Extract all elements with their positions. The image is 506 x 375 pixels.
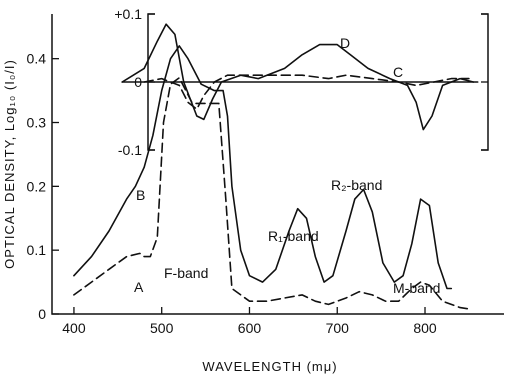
y-tick-label: 0.2 bbox=[27, 178, 47, 194]
x-tick-label: 800 bbox=[413, 320, 437, 336]
y-tick-label: 0 bbox=[38, 306, 46, 322]
x-tick-label: 600 bbox=[238, 320, 262, 336]
main-series bbox=[73, 45, 470, 310]
inset-y-tick-label: +0.1 bbox=[114, 6, 142, 22]
inset-series-line-c bbox=[143, 74, 470, 110]
x-tick-label: 400 bbox=[62, 320, 86, 336]
annotation-r1-band: R₁-band bbox=[268, 228, 319, 244]
inset-plot: +0.10-0.1 D C bbox=[114, 6, 489, 158]
main-chart: 400 500 600 700 800 0 0.1 0.2 0.3 0.4 B A F-band… bbox=[2, 14, 504, 374]
annotation-m-band: M-band bbox=[393, 280, 440, 296]
annotation-r2-band: R₂-band bbox=[331, 177, 382, 193]
inset-y-tick-label: -0.1 bbox=[118, 142, 142, 158]
annotation-a: A bbox=[134, 279, 144, 295]
x-axis-label: WAVELENGTH (mμ) bbox=[202, 359, 337, 374]
series-line-a bbox=[73, 77, 470, 310]
y-ticks: 0 0.1 0.2 0.3 0.4 bbox=[27, 51, 59, 322]
y-tick-label: 0.3 bbox=[27, 115, 47, 131]
inset-series-line-d bbox=[121, 23, 475, 131]
x-tick-label: 700 bbox=[326, 320, 350, 336]
annotation-d: D bbox=[340, 35, 350, 51]
y-axis-label: OPTICAL DENSITY, Log₁₀ (I₀/I) bbox=[2, 59, 17, 269]
y-tick-label: 0.1 bbox=[27, 242, 47, 258]
annotation-b: B bbox=[136, 187, 145, 203]
series-line-b bbox=[73, 45, 453, 290]
x-ticks: 400 500 600 700 800 bbox=[62, 307, 437, 336]
annotation-f-band: F-band bbox=[164, 265, 208, 281]
main-axes-frame bbox=[51, 14, 504, 315]
inset-series bbox=[121, 23, 479, 131]
x-tick-label: 500 bbox=[150, 320, 174, 336]
y-tick-label: 0.4 bbox=[27, 51, 47, 67]
annotation-c: C bbox=[393, 64, 403, 80]
